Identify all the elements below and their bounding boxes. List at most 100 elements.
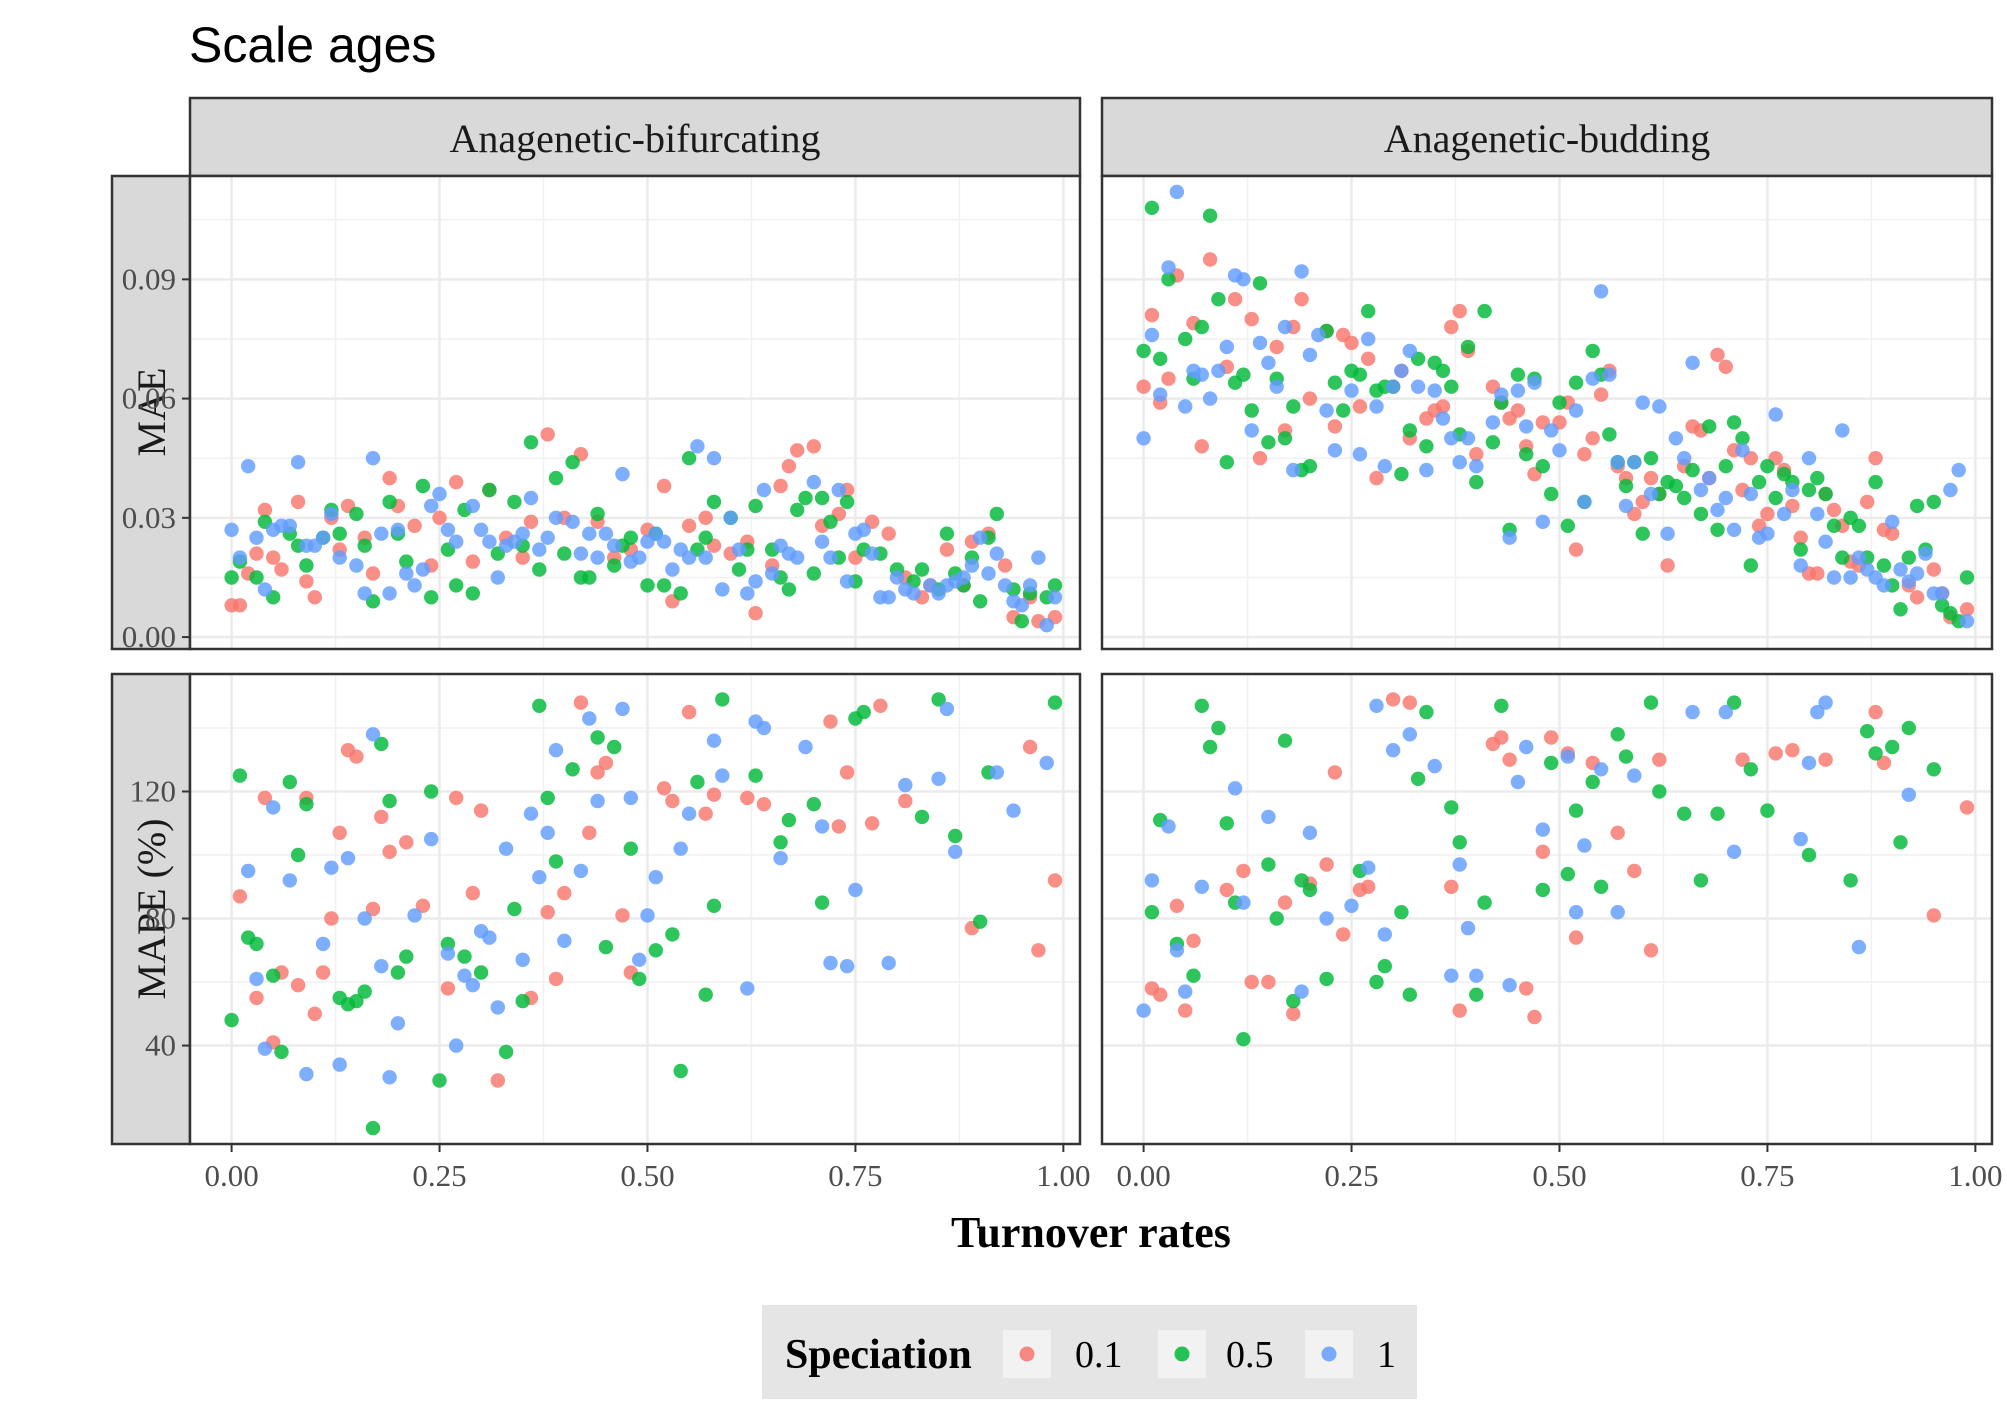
point-speciation-1 [1826,570,1842,585]
point-speciation-0.1 [232,889,248,904]
point-speciation-0.1 [1144,307,1160,323]
point-speciation-1 [1660,526,1675,541]
point-speciation-0.5 [1286,993,1301,1009]
point-speciation-0.1 [1302,391,1318,406]
point-speciation-1 [1876,578,1892,593]
y-tick-label: 0.06 [122,381,176,416]
point-speciation-1 [1039,618,1054,633]
point-speciation-1 [798,739,813,755]
point-speciation-0.5 [690,774,705,790]
point-speciation-0.1 [257,790,273,806]
point-speciation-0.5 [299,797,314,812]
panel-r2-c2: 0.00 0.25 0.50 0.75 1.00 [1100,672,2002,1193]
point-speciation-0.1 [1261,974,1276,990]
point-speciation-1 [440,946,456,961]
point-speciation-0.1 [1352,399,1368,414]
point-speciation-1 [1006,803,1021,818]
point-speciation-0.5 [332,526,347,541]
point-speciation-1 [906,586,921,601]
point-speciation-0.5 [357,538,372,553]
point-speciation-0.1 [407,518,422,533]
point-speciation-0.5 [931,692,946,707]
point-speciation-1 [315,530,331,545]
point-speciation-1 [1161,260,1176,275]
point-speciation-0.5 [1236,1032,1251,1047]
point-speciation-0.5 [914,809,930,825]
point-speciation-1 [1885,514,1900,529]
point-speciation-0.5 [1394,466,1409,482]
point-speciation-0.5 [548,854,564,869]
point-speciation-0.5 [249,936,264,952]
point-speciation-0.5 [1047,578,1063,593]
point-speciation-1 [1934,586,1950,601]
point-speciation-0.1 [1502,752,1517,767]
point-speciation-0.5 [1901,720,1917,736]
point-speciation-1 [1369,698,1384,713]
point-speciation-0.5 [399,554,414,569]
point-speciation-0.1 [1610,825,1625,840]
point-speciation-0.5 [1336,403,1351,418]
point-speciation-1 [1718,704,1734,720]
point-speciation-1 [1269,379,1284,394]
point-speciation-0.5 [1643,695,1659,710]
point-speciation-1 [1410,379,1426,394]
point-speciation-0.5 [1394,905,1409,920]
point-speciation-0.1 [1031,943,1046,958]
point-speciation-0.5 [814,490,830,506]
panel-border [188,174,1082,651]
point-speciation-0.5 [773,835,788,850]
panel-border [1100,174,1994,651]
point-speciation-0.5 [266,968,281,983]
point-speciation-1 [582,711,597,726]
point-speciation-1 [1776,506,1792,522]
strip-col-2 [1100,96,1994,178]
point-speciation-1 [523,490,539,506]
point-speciation-0.5 [357,984,372,999]
point-speciation-0.5 [1252,276,1268,291]
point-speciation-0.1 [365,901,381,917]
point-speciation-0.1 [290,978,306,993]
point-speciation-1 [773,851,788,866]
point-speciation-0.1 [823,714,838,729]
point-speciation-0.1 [1643,470,1659,486]
point-speciation-0.1 [1494,730,1509,745]
point-speciation-1 [1768,407,1783,422]
point-speciation-1 [1544,423,1559,438]
point-speciation-0.1 [1227,292,1243,307]
point-speciation-0.1 [1336,927,1351,942]
point-speciation-1 [432,486,447,502]
point-speciation-0.5 [1835,550,1850,565]
point-speciation-0.5 [1760,459,1775,474]
point-speciation-0.5 [449,578,464,593]
point-speciation-0.5 [1718,459,1734,474]
point-speciation-0.1 [399,835,414,850]
point-speciation-0.5 [698,987,713,1002]
point-speciation-0.5 [424,784,439,799]
point-speciation-1 [1452,455,1467,470]
point-speciation-1 [731,542,747,557]
point-speciation-1 [374,959,389,974]
point-speciation-0.1 [1818,752,1833,767]
point-speciation-0.5 [1959,570,1975,585]
point-speciation-0.1 [1718,359,1734,374]
point-speciation-0.5 [1560,518,1576,533]
point-speciation-0.5 [1402,423,1418,438]
point-speciation-0.5 [1685,462,1700,478]
point-speciation-0.1 [1876,755,1892,771]
point-speciation-1 [490,570,505,585]
point-speciation-1 [740,981,755,996]
strip-col-1 [188,96,1082,178]
panel-background [190,176,1080,649]
point-speciation-1 [790,550,805,565]
point-speciation-1 [257,582,273,597]
point-speciation-1 [399,566,414,581]
point-speciation-1 [706,733,722,748]
point-speciation-1 [973,530,988,545]
point-speciation-0.5 [781,582,797,597]
strip-row-2-label: MAPE (%) [129,818,174,999]
point-speciation-1 [540,530,555,545]
point-speciation-1 [1394,363,1409,378]
point-speciation-0.5 [1909,498,1925,514]
point-speciation-1 [615,701,630,717]
point-speciation-0.5 [656,578,672,593]
